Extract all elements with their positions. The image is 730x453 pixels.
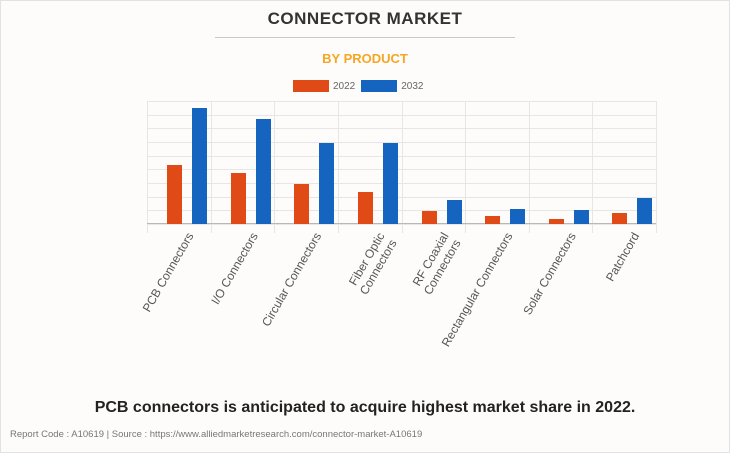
title-divider	[215, 37, 515, 38]
bar-2022-rf-coaxial-connectors[interactable]	[421, 211, 437, 224]
chart-caption: PCB connectors is anticipated to acquire…	[94, 399, 636, 416]
bar-2032-circular-connectors[interactable]	[319, 143, 335, 224]
gridline-vertical	[528, 101, 530, 233]
bar-2022-patchcord[interactable]	[612, 213, 628, 224]
bar-2022-circular-connectors[interactable]	[294, 184, 310, 224]
chart-legend: 2022 2032	[293, 80, 430, 92]
bar-2022-solar-connectors[interactable]	[548, 218, 564, 224]
gridline-vertical	[147, 101, 148, 233]
legend-item-2032[interactable]: 2032	[361, 80, 424, 92]
gridline-vertical	[337, 101, 339, 233]
bar-2032-rf-coaxial-connectors[interactable]	[446, 200, 462, 224]
source-text: Report Code : A10619 | Source : https://…	[10, 429, 423, 440]
plot-area	[147, 101, 657, 233]
legend-swatch-2032	[361, 80, 398, 92]
legend-item-2022[interactable]: 2022	[293, 80, 355, 92]
bar-2022-i-o-connectors[interactable]	[230, 172, 246, 224]
gridline-vertical	[274, 101, 276, 233]
bar-2032-rectangular-connectors[interactable]	[510, 208, 526, 224]
legend-label-2022: 2022	[333, 80, 356, 92]
gridline-vertical	[465, 101, 467, 233]
bar-2022-rectangular-connectors[interactable]	[485, 215, 501, 224]
gridline-vertical	[401, 101, 403, 233]
bar-2032-fiber-optic-connectors[interactable]	[382, 142, 398, 224]
chart-subtitle: BY PRODUCT	[322, 51, 408, 66]
bar-2022-fiber-optic-connectors[interactable]	[357, 191, 373, 224]
legend-label-2032: 2032	[401, 80, 424, 92]
chart-title: CONNECTOR MARKET	[267, 9, 463, 28]
bar-2032-solar-connectors[interactable]	[573, 210, 589, 224]
gridline-vertical	[592, 101, 594, 233]
bar-2032-patchcord[interactable]	[637, 198, 653, 224]
bar-2022-pcb-connectors[interactable]	[167, 165, 182, 224]
legend-swatch-2022	[293, 80, 329, 92]
bar-2032-i-o-connectors[interactable]	[255, 118, 271, 224]
x-axis-line	[147, 223, 656, 224]
gridline-vertical	[210, 101, 212, 233]
gridline-vertical	[656, 101, 657, 233]
bar-2032-pcb-connectors[interactable]	[192, 107, 207, 224]
